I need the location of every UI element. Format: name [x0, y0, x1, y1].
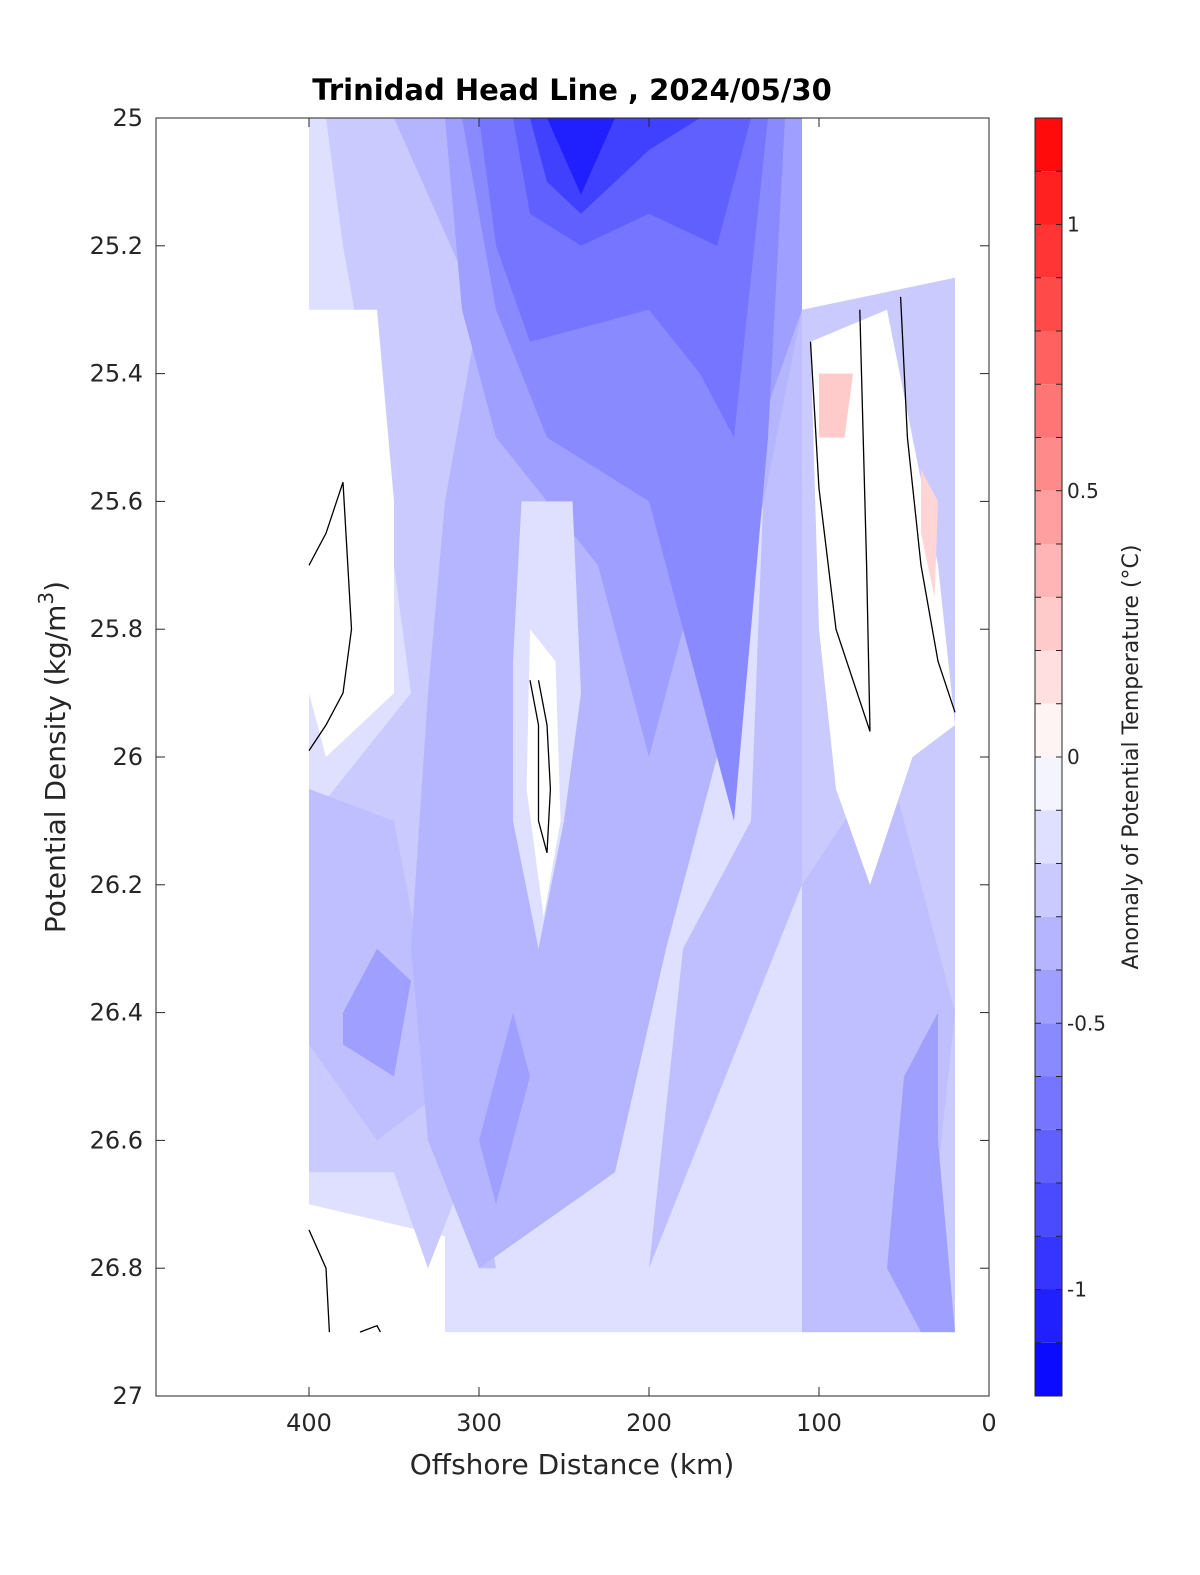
zero-contour-0 — [308, 481, 353, 751]
colorbar-level — [1035, 224, 1062, 278]
contour-band-16 — [309, 309, 394, 757]
colorbar-title: Anomaly of Potential Temperature (°C) — [1119, 545, 1144, 970]
colorbar-level — [1035, 1236, 1062, 1290]
colorbar-tick-label: 0.5 — [1067, 479, 1099, 503]
y-tick-label: 27 — [112, 1382, 143, 1410]
colorbar-level — [1035, 703, 1062, 757]
colorbar-level — [1035, 757, 1062, 811]
y-axis-title: Potential Density (kg/m3) — [34, 581, 72, 933]
colorbar-level — [1035, 118, 1062, 172]
colorbar-level — [1035, 544, 1062, 598]
x-axis: 400 300 200 100 0 — [286, 118, 997, 1437]
y-axis: 25 25.2 25.4 25.6 25.8 26 26.2 26.4 26.6 26.8 27 — [90, 104, 989, 1410]
x-tick-label: 200 — [626, 1409, 672, 1437]
colorbar-tick-label: 0 — [1067, 745, 1080, 769]
y-axis-title-main: Potential Density (kg/m — [39, 605, 72, 934]
contour-band-7 — [479, 1012, 530, 1205]
y-tick-label: 26.6 — [90, 1126, 143, 1154]
zero-contour-1 — [529, 680, 552, 853]
zero-contour-3 — [899, 296, 956, 713]
y-tick-label: 26 — [112, 743, 143, 771]
x-axis-title: Offshore Distance (km) — [410, 1448, 735, 1481]
zero-contour-2 — [809, 309, 871, 732]
y-axis-title-close: ) — [39, 581, 72, 592]
colorbar-level — [1035, 437, 1062, 491]
zero-contour-lines — [308, 296, 956, 1333]
colorbar-level — [1035, 384, 1062, 438]
contour-band-2 — [309, 309, 955, 1333]
y-tick-label: 25.4 — [90, 360, 143, 388]
colorbar-level — [1035, 1342, 1062, 1396]
colorbar-level — [1035, 916, 1062, 970]
colorbar-tick-label: 1 — [1067, 213, 1080, 237]
colorbar-frame — [1034, 117, 1063, 1397]
y-tick-label: 25 — [112, 104, 143, 132]
y-tick-label: 25.2 — [90, 232, 143, 260]
colorbar-level — [1035, 1129, 1062, 1183]
colorbar-level — [1035, 1289, 1062, 1343]
contour-band-5 — [887, 1012, 955, 1333]
x-tick-label: 400 — [286, 1409, 332, 1437]
colorbar-level — [1035, 863, 1062, 917]
contour-band-4 — [343, 948, 411, 1077]
colorbar-level — [1035, 1076, 1062, 1130]
y-axis-title-sup: 3 — [34, 592, 58, 605]
colorbar-level — [1035, 650, 1062, 704]
x-tick-label: 100 — [796, 1409, 842, 1437]
contour-band-15 — [810, 309, 955, 885]
colorbar-level — [1035, 810, 1062, 864]
colorbar-level — [1035, 277, 1062, 331]
zero-contour-4 — [308, 1229, 331, 1333]
colorbar-level — [1035, 490, 1062, 544]
contour-band-12 — [547, 118, 615, 195]
contour-band-17 — [819, 373, 853, 438]
contour-band-18 — [921, 469, 938, 598]
contour-band-14 — [526, 629, 561, 917]
colorbar-tick-label: -1 — [1067, 1278, 1087, 1302]
chart-title: Trinidad Head Line , 2024/05/30 — [312, 73, 832, 107]
colorbar-level — [1035, 331, 1062, 385]
y-tick-label: 25.6 — [90, 487, 143, 515]
zero-contour-5 — [359, 1324, 381, 1333]
colorbar — [1035, 118, 1062, 1396]
y-tick-label: 26.8 — [90, 1254, 143, 1282]
x-tick-label: 0 — [981, 1409, 996, 1437]
contour-fill-layers — [309, 118, 955, 1333]
colorbar-level — [1035, 597, 1062, 651]
colorbar-level — [1035, 171, 1062, 225]
colorbar-tick-label: -0.5 — [1067, 1011, 1106, 1035]
y-tick-label: 25.8 — [90, 615, 143, 643]
colorbar-level — [1035, 1183, 1062, 1237]
y-tick-label: 26.4 — [90, 999, 143, 1027]
colorbar-ticks: 1 0.5 0 -0.5 -1 — [1067, 213, 1106, 1302]
colorbar-level — [1035, 1023, 1062, 1077]
x-tick-label: 300 — [456, 1409, 502, 1437]
y-tick-label: 26.2 — [90, 871, 143, 899]
colorbar-level — [1035, 970, 1062, 1024]
